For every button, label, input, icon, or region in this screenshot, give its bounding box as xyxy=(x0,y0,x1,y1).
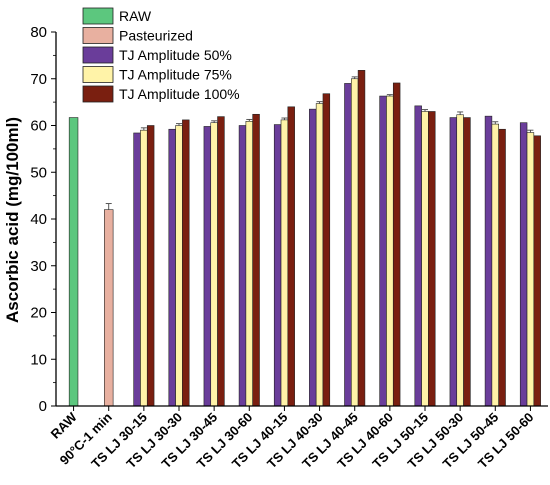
bar xyxy=(526,132,535,407)
bar xyxy=(68,117,79,407)
legend-swatch xyxy=(82,85,114,103)
bar xyxy=(498,128,506,407)
bar xyxy=(491,123,499,407)
bar xyxy=(203,126,212,407)
legend-label: TJ Amplitude 50% xyxy=(119,47,232,63)
bar xyxy=(456,114,464,407)
bar xyxy=(463,117,471,407)
y-tick-label: 50 xyxy=(30,164,47,181)
legend-label: TJ Amplitude 100% xyxy=(119,86,240,102)
bar xyxy=(414,105,422,407)
bar xyxy=(238,125,247,407)
bar xyxy=(386,95,394,407)
y-tick-label: 30 xyxy=(30,258,47,275)
legend-swatch xyxy=(82,27,114,44)
bar xyxy=(533,135,541,407)
bar xyxy=(280,119,289,407)
bar xyxy=(351,78,359,407)
y-tick-label: 40 xyxy=(30,211,47,228)
bar xyxy=(273,124,282,407)
bar xyxy=(217,116,225,407)
bar xyxy=(140,129,148,407)
legend-label: RAW xyxy=(119,8,152,24)
bar xyxy=(168,128,176,407)
bar xyxy=(421,111,429,407)
legend-swatch xyxy=(82,46,114,64)
bar xyxy=(449,117,458,407)
bar xyxy=(245,120,253,407)
bar xyxy=(392,82,401,407)
y-tick-label: 70 xyxy=(30,71,47,88)
bar xyxy=(379,95,387,407)
legend-swatch xyxy=(82,66,114,83)
bar xyxy=(210,122,218,407)
bars-group xyxy=(68,70,541,407)
bar xyxy=(252,113,260,407)
bar xyxy=(287,106,295,407)
legend-label: Pasteurized xyxy=(119,28,193,44)
y-tick-label: 10 xyxy=(30,351,47,368)
bar xyxy=(175,125,183,407)
bar xyxy=(182,119,190,407)
y-tick-label: 80 xyxy=(30,24,47,41)
legend-label: TJ Amplitude 75% xyxy=(119,67,232,83)
bar xyxy=(322,93,331,407)
bar xyxy=(315,103,324,407)
y-tick-label: 60 xyxy=(30,118,47,135)
error-bars-group xyxy=(105,76,534,210)
legend-swatch xyxy=(82,7,114,25)
x-tick-label: RAW xyxy=(48,409,81,442)
bar xyxy=(428,111,436,407)
bar xyxy=(309,108,317,407)
bar xyxy=(104,209,114,407)
bar xyxy=(133,132,141,407)
y-tick-label: 20 xyxy=(30,305,47,322)
bar xyxy=(484,115,493,407)
legend: RAW Pasteurized TJ Amplitude 50% TJ Amplitu… xyxy=(82,7,240,103)
bar xyxy=(146,125,155,407)
y-tick-label: 0 xyxy=(39,398,47,415)
y-axis-title: Ascorbic acid (mg/100ml) xyxy=(3,117,22,323)
bar xyxy=(519,122,528,407)
bar xyxy=(344,83,352,407)
bar xyxy=(357,70,366,407)
